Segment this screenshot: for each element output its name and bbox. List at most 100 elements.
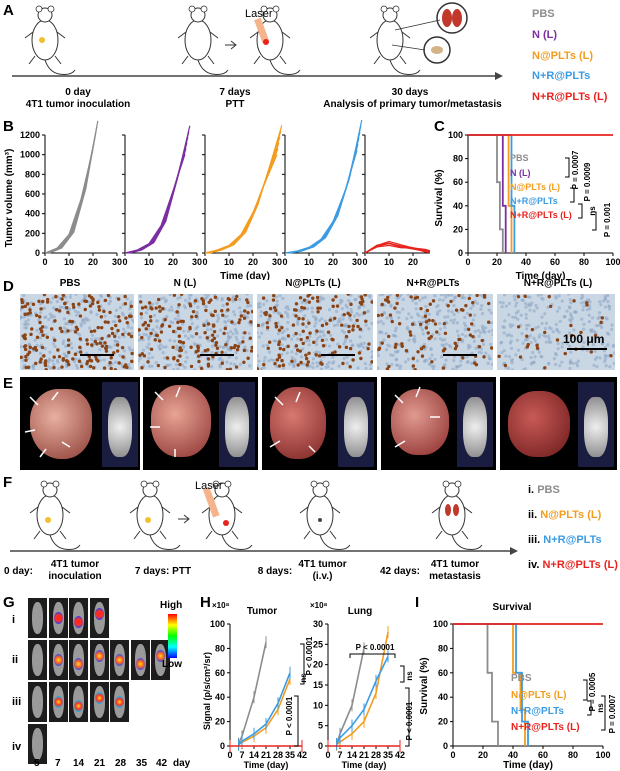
stained-nucleus [461, 308, 465, 312]
nucleus [529, 362, 533, 366]
survival-curve [453, 623, 499, 746]
nucleus [343, 324, 347, 328]
x-tick-label: 0 [42, 257, 47, 267]
stained-nucleus [286, 344, 290, 349]
legend-item: PBS [532, 8, 555, 20]
a-t1-day: 7 days [219, 87, 251, 98]
stained-nucleus [431, 299, 436, 303]
nucleus [564, 335, 568, 340]
stained-nucleus [39, 357, 43, 361]
stained-nucleus [45, 300, 50, 304]
axis-exponent: ×10⁸ [310, 601, 328, 610]
nucleus [536, 294, 540, 297]
stained-nucleus [143, 321, 147, 325]
stained-nucleus [206, 357, 211, 361]
stained-nucleus [199, 366, 204, 370]
nucleus [292, 333, 296, 338]
nucleus [606, 343, 610, 347]
stained-nucleus [176, 358, 180, 363]
stained-nucleus [585, 303, 589, 307]
f-t3-day: 42 days: [379, 566, 421, 577]
stained-nucleus [272, 294, 276, 298]
nucleus [444, 358, 448, 362]
nucleus [472, 339, 476, 343]
stained-nucleus [393, 345, 398, 349]
nucleus [90, 333, 95, 338]
nucleus [138, 294, 143, 299]
nucleus [78, 333, 82, 337]
nucleus [356, 343, 360, 347]
nucleus [97, 337, 102, 341]
nucleus [581, 308, 585, 312]
y-tick-label: 600 [25, 189, 40, 199]
stained-nucleus [466, 327, 471, 332]
stained-nucleus [23, 304, 28, 309]
stained-nucleus [157, 339, 162, 343]
stained-nucleus [102, 366, 107, 370]
y-tick-label: 80 [453, 154, 463, 164]
nucleus [389, 304, 393, 308]
nucleus [182, 329, 186, 333]
nucleus [218, 328, 223, 332]
x-tick-label: 10 [384, 257, 394, 267]
stained-nucleus [454, 308, 459, 312]
nucleus [368, 362, 373, 367]
stained-nucleus [395, 301, 399, 306]
nucleus [49, 300, 53, 304]
stained-nucleus [142, 354, 147, 358]
nucleus [318, 335, 322, 339]
nucleus [511, 323, 515, 327]
stained-nucleus [282, 347, 286, 352]
nucleus [352, 314, 357, 318]
stained-nucleus [52, 365, 56, 370]
nucleus [27, 342, 31, 346]
nucleus [280, 331, 284, 335]
nucleus [216, 313, 220, 317]
panel-b-tumor-volume-chart: Tumor volume (mm³)0 10 20 30020040060080010… [4, 120, 430, 280]
g-row-label: i [12, 614, 16, 626]
stained-nucleus [123, 302, 128, 306]
stained-nucleus [319, 361, 323, 365]
stained-nucleus [35, 335, 40, 340]
nucleus [213, 294, 217, 296]
nucleus [82, 294, 87, 297]
nucleus [220, 359, 225, 363]
nucleus [406, 294, 410, 297]
nucleus [314, 321, 318, 325]
nucleus [539, 354, 543, 359]
nucleus [606, 354, 611, 358]
nucleus [573, 336, 577, 340]
stained-nucleus [125, 320, 130, 325]
stained-nucleus [206, 364, 211, 368]
stained-nucleus [177, 339, 182, 344]
nucleus [529, 340, 533, 345]
nucleus [284, 310, 288, 314]
stained-nucleus [154, 333, 159, 337]
nucleus [305, 298, 309, 303]
nucleus [390, 362, 394, 367]
stained-nucleus [331, 304, 335, 309]
nucleus [290, 337, 294, 341]
nucleus [582, 304, 586, 308]
nucleus [114, 331, 118, 335]
nucleus [327, 360, 331, 364]
nucleus [503, 319, 507, 323]
stained-nucleus [535, 346, 540, 350]
stained-nucleus [83, 299, 87, 303]
x-tick-label: 10 [304, 257, 314, 267]
stained-nucleus [277, 355, 282, 359]
nucleus [226, 348, 230, 352]
g-day: 28 [115, 758, 127, 769]
d-label: N@PLTs (L) [285, 278, 341, 289]
nucleus [60, 305, 64, 309]
stained-nucleus [163, 365, 167, 370]
stained-nucleus [171, 329, 176, 334]
stained-nucleus [299, 337, 303, 342]
stained-nucleus [468, 313, 473, 317]
stained-nucleus [34, 361, 38, 366]
nucleus [118, 353, 122, 358]
stat-bracket [400, 665, 405, 683]
nucleus [262, 302, 266, 307]
signal-line [237, 672, 291, 746]
stained-nucleus [261, 296, 266, 300]
